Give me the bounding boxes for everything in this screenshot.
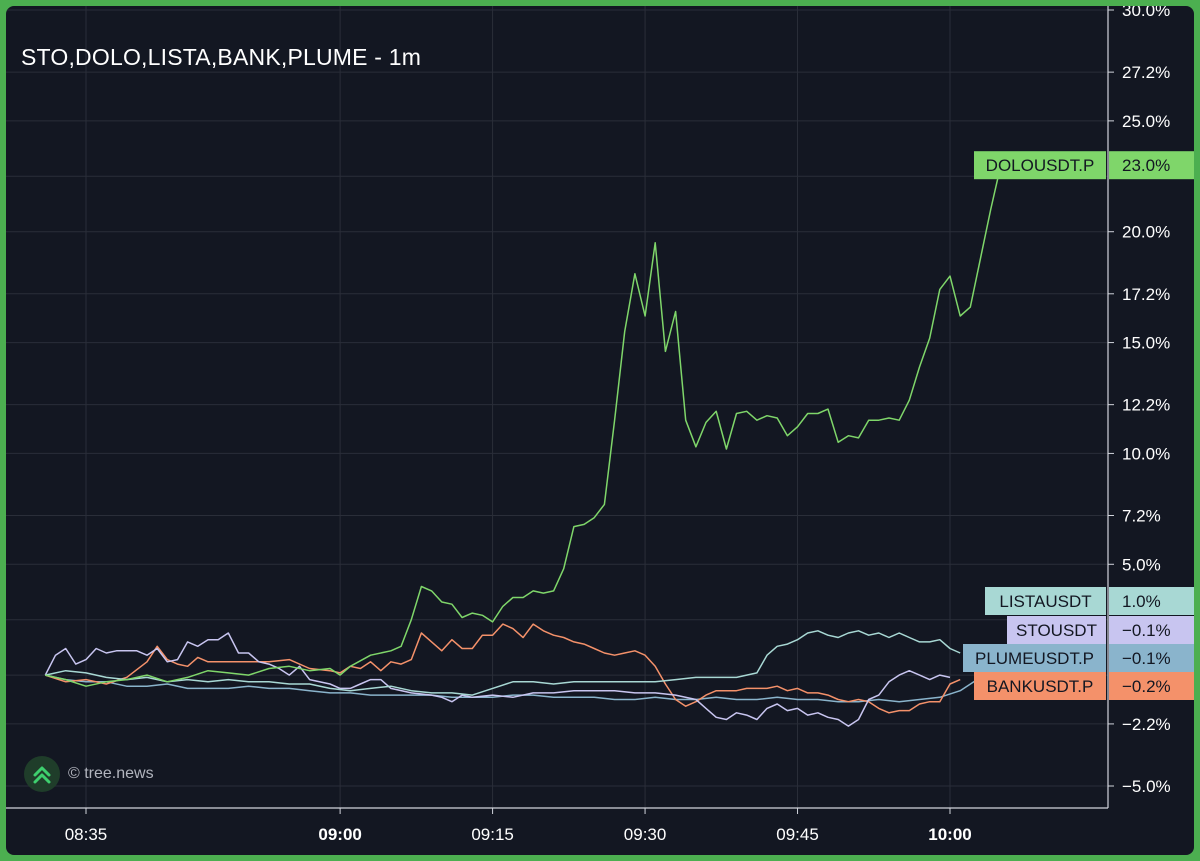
- series-value-badge: [1109, 587, 1194, 615]
- series-line-listausdt: [45, 630, 961, 696]
- x-tick-label: 09:15: [471, 825, 514, 844]
- series-name-badge: [974, 672, 1106, 700]
- series-label-dolousdt-p: DOLOUSDT.P 23.0%: [974, 151, 1194, 180]
- series-value-badge: [1109, 644, 1194, 672]
- series-value-badge: [1109, 151, 1194, 180]
- axis-layer: 30.0% 27.2% 25.0% 20.0% 17.2% 15.0% 12.2% 10.0%…: [6, 6, 1171, 844]
- grid-layer: [6, 6, 1108, 808]
- series-label-plumeusdt-p: PLUMEUSDT.P −0.1%: [963, 644, 1194, 672]
- series-value-badge: [1109, 616, 1194, 644]
- y-tick-label: 27.2%: [1122, 63, 1170, 82]
- series-name-badge: [963, 644, 1106, 672]
- series-name-badge: [1007, 616, 1106, 644]
- y-tick-label: −2.2%: [1122, 715, 1171, 734]
- y-tick-label: 12.2%: [1122, 396, 1170, 415]
- series-layer: [44, 165, 1002, 727]
- x-tick-label: 10:00: [928, 825, 971, 844]
- watermark-text: © tree.news: [68, 765, 154, 782]
- chart-canvas[interactable]: 30.0% 27.2% 25.0% 20.0% 17.2% 15.0% 12.2% 10.0%…: [6, 6, 1194, 855]
- y-tick-label: 30.0%: [1122, 6, 1170, 20]
- series-name-text: BANKUSDT.P: [987, 677, 1094, 696]
- x-tick-label: 09:45: [776, 825, 819, 844]
- series-label-layer: DOLOUSDT.P 23.0% LISTAUSDT 1.0% STOUSDT −0.1%…: [963, 151, 1194, 700]
- series-name-badge: [974, 151, 1106, 180]
- y-tick-label: 7.2%: [1122, 507, 1161, 526]
- series-label-stousdt: STOUSDT −0.1%: [1007, 616, 1194, 644]
- tree-news-logo-icon: [24, 756, 60, 792]
- series-label-listausdt: LISTAUSDT 1.0%: [985, 587, 1194, 615]
- y-tick-label: 15.0%: [1122, 334, 1170, 353]
- series-line-stousdt: [44, 632, 951, 727]
- chart-frame: 30.0% 27.2% 25.0% 20.0% 17.2% 15.0% 12.2% 10.0%…: [6, 6, 1194, 855]
- y-tick-label: 25.0%: [1122, 112, 1170, 131]
- y-tick-label: 17.2%: [1122, 285, 1170, 304]
- x-tick-label: 08:35: [65, 825, 108, 844]
- series-name-text: LISTAUSDT: [999, 592, 1091, 611]
- series-name-text: PLUMEUSDT.P: [975, 649, 1094, 668]
- series-line-plumeusdt-p: [45, 674, 981, 703]
- x-tick-label: 09:00: [318, 825, 361, 844]
- series-name-text: STOUSDT: [1016, 621, 1097, 640]
- y-tick-label: 10.0%: [1122, 444, 1170, 463]
- y-tick-label: 5.0%: [1122, 555, 1161, 574]
- series-value-text: −0.2%: [1122, 677, 1171, 696]
- series-name-text: DOLOUSDT.P: [986, 156, 1095, 175]
- chart-title: STO,DOLO,LISTA,BANK,PLUME - 1m: [21, 44, 422, 70]
- y-tick-label: 20.0%: [1122, 223, 1170, 242]
- series-line-bankusdt-p: [45, 623, 961, 714]
- series-line-dolousdt-p: [45, 165, 1002, 687]
- series-value-text: 23.0%: [1122, 156, 1170, 175]
- watermark: © tree.news: [24, 754, 154, 794]
- series-label-bankusdt-p: BANKUSDT.P −0.2%: [974, 672, 1194, 700]
- series-value-text: 1.0%: [1122, 592, 1161, 611]
- series-value-text: −0.1%: [1122, 649, 1171, 668]
- series-value-badge: [1109, 672, 1194, 700]
- series-value-text: −0.1%: [1122, 621, 1171, 640]
- y-tick-label: −5.0%: [1122, 777, 1171, 796]
- series-name-badge: [985, 587, 1106, 615]
- x-tick-label: 09:30: [624, 825, 667, 844]
